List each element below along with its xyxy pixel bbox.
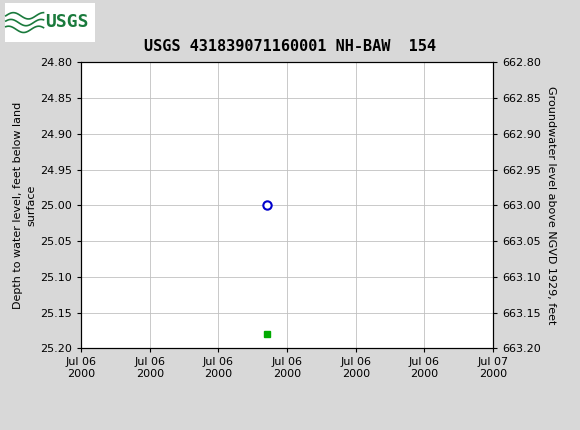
FancyBboxPatch shape: [5, 3, 95, 42]
Y-axis label: Depth to water level, feet below land
surface: Depth to water level, feet below land su…: [13, 102, 36, 309]
Text: USGS: USGS: [45, 12, 88, 31]
Text: USGS 431839071160001 NH-BAW  154: USGS 431839071160001 NH-BAW 154: [144, 39, 436, 54]
Y-axis label: Groundwater level above NGVD 1929, feet: Groundwater level above NGVD 1929, feet: [546, 86, 556, 325]
